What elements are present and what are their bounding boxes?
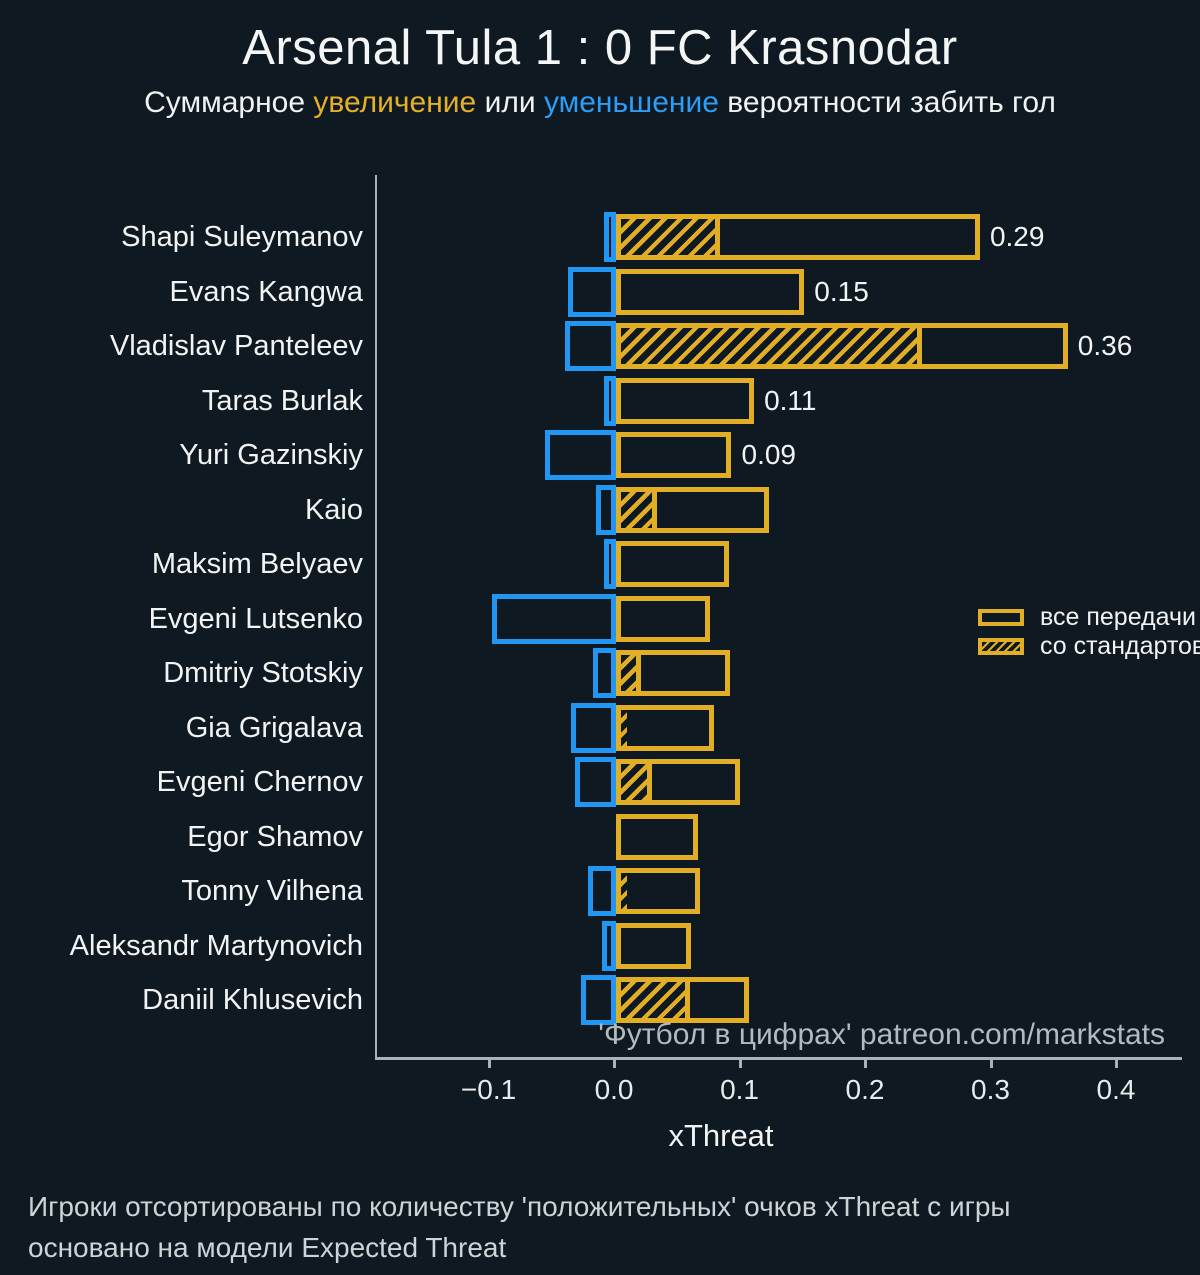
x-tick-mark: [613, 1058, 617, 1068]
bar-all-passes: [616, 704, 714, 751]
player-label: Tonny Vilhena: [181, 875, 363, 907]
watermark: 'Футбол в цифрах' patreon.com/markstats: [598, 1018, 1165, 1051]
x-tick-label: −0.1: [460, 1074, 517, 1105]
bar-all-passes: [616, 432, 732, 478]
bar-negative: [568, 266, 617, 317]
bar-negative: [603, 539, 617, 589]
plot-area: [375, 175, 1182, 1060]
bar-set-pieces: [621, 873, 628, 909]
value-label: 0.36: [1077, 330, 1133, 361]
x-tick-label: 0.0: [594, 1074, 634, 1105]
player-label: Dmitriy Stotskiy: [163, 657, 363, 689]
x-tick-mark: [864, 1058, 868, 1068]
value-label: 0.29: [989, 221, 1045, 252]
legend-swatch-hatch: [978, 637, 1024, 655]
x-tick-mark: [989, 1058, 993, 1068]
bar-negative: [593, 648, 617, 698]
footer-note: Игроки отсортированы по количеству 'поло…: [28, 1186, 1011, 1268]
bar-set-pieces: [616, 214, 721, 260]
player-label: Kaio: [304, 493, 363, 526]
x-tick-mark: [487, 1058, 491, 1068]
chart-subtitle: Суммарное увеличение или уменьшение веро…: [0, 86, 1200, 120]
player-label: Daniil Khlusevich: [142, 984, 363, 1016]
x-tick-label: 0.2: [845, 1074, 885, 1105]
legend-entry: со стандартов: [978, 631, 1200, 660]
bar-set-pieces: [616, 650, 642, 696]
bar-all-passes: [616, 868, 701, 914]
subtitle-part-default: вероятности забить гол: [718, 86, 1056, 119]
chart-title: Arsenal Tula 1 : 0 FC Krasnodar: [242, 21, 958, 75]
legend: все передачи со стандартов: [978, 602, 1200, 662]
value-label: 0.09: [741, 439, 797, 470]
bar-negative: [580, 975, 617, 1025]
legend-swatch-outline: [978, 608, 1024, 626]
bar-all-passes: [616, 595, 711, 642]
value-label: 0.15: [814, 275, 869, 307]
legend-label: со стандартов: [1040, 631, 1200, 660]
subtitle-part-increase: увеличение: [313, 86, 477, 119]
bar-set-pieces: [616, 759, 653, 805]
bar-all-passes: [616, 813, 698, 860]
bar-all-passes: [616, 268, 805, 315]
player-label: Yuri Gazinskiy: [179, 439, 363, 471]
bar-all-passes: [616, 377, 755, 424]
bar-set-pieces: [621, 709, 628, 746]
player-label: Gia Grigalava: [185, 711, 363, 744]
bar-all-passes: [616, 541, 729, 587]
x-tick-label: 0.1: [720, 1074, 759, 1105]
bar-negative: [570, 702, 617, 753]
player-label: Maksim Belyaev: [151, 548, 363, 580]
bar-negative: [574, 757, 617, 807]
x-axis-title: xThreat: [668, 1118, 774, 1153]
player-label: Vladislav Panteleev: [109, 330, 363, 362]
bar-negative: [544, 430, 617, 480]
bar-set-pieces: [616, 977, 691, 1023]
bar-negative: [602, 920, 617, 971]
footer-line-1: Игроки отсортированы по количеству 'поло…: [28, 1191, 1011, 1222]
player-label: Egor Shamov: [187, 820, 363, 853]
player-label: Shapi Suleymanov: [121, 221, 363, 253]
x-tick-mark: [1115, 1058, 1118, 1068]
x-tick-mark: [738, 1058, 742, 1068]
x-tick-label: 0.4: [1096, 1074, 1136, 1105]
bar-negative: [564, 321, 617, 371]
bar-set-pieces: [616, 323, 923, 369]
legend-label: все передачи: [1040, 602, 1196, 631]
footer-line-2: основано на модели Expected Threat: [28, 1232, 507, 1263]
bar-negative: [588, 866, 617, 916]
bar-negative: [491, 593, 617, 644]
bar-negative: [603, 212, 617, 262]
bar-set-pieces: [616, 486, 658, 533]
player-label: Aleksandr Martynovich: [69, 929, 363, 962]
player-label: Evans Kangwa: [169, 275, 363, 308]
player-label: Evgeni Chernov: [156, 766, 363, 798]
legend-entry: все передачи: [978, 602, 1200, 631]
bar-negative: [603, 375, 617, 426]
x-tick-label: 0.3: [971, 1074, 1010, 1105]
player-label: Taras Burlak: [201, 384, 363, 417]
player-label: Evgeni Lutsenko: [148, 602, 363, 635]
subtitle-part-decrease: уменьшение: [543, 86, 719, 119]
subtitle-part-default: Суммарное: [144, 86, 314, 119]
subtitle-part-default: или: [476, 86, 544, 119]
value-label: 0.11: [764, 384, 817, 416]
bar-negative: [595, 484, 617, 535]
bar-all-passes: [616, 922, 692, 969]
